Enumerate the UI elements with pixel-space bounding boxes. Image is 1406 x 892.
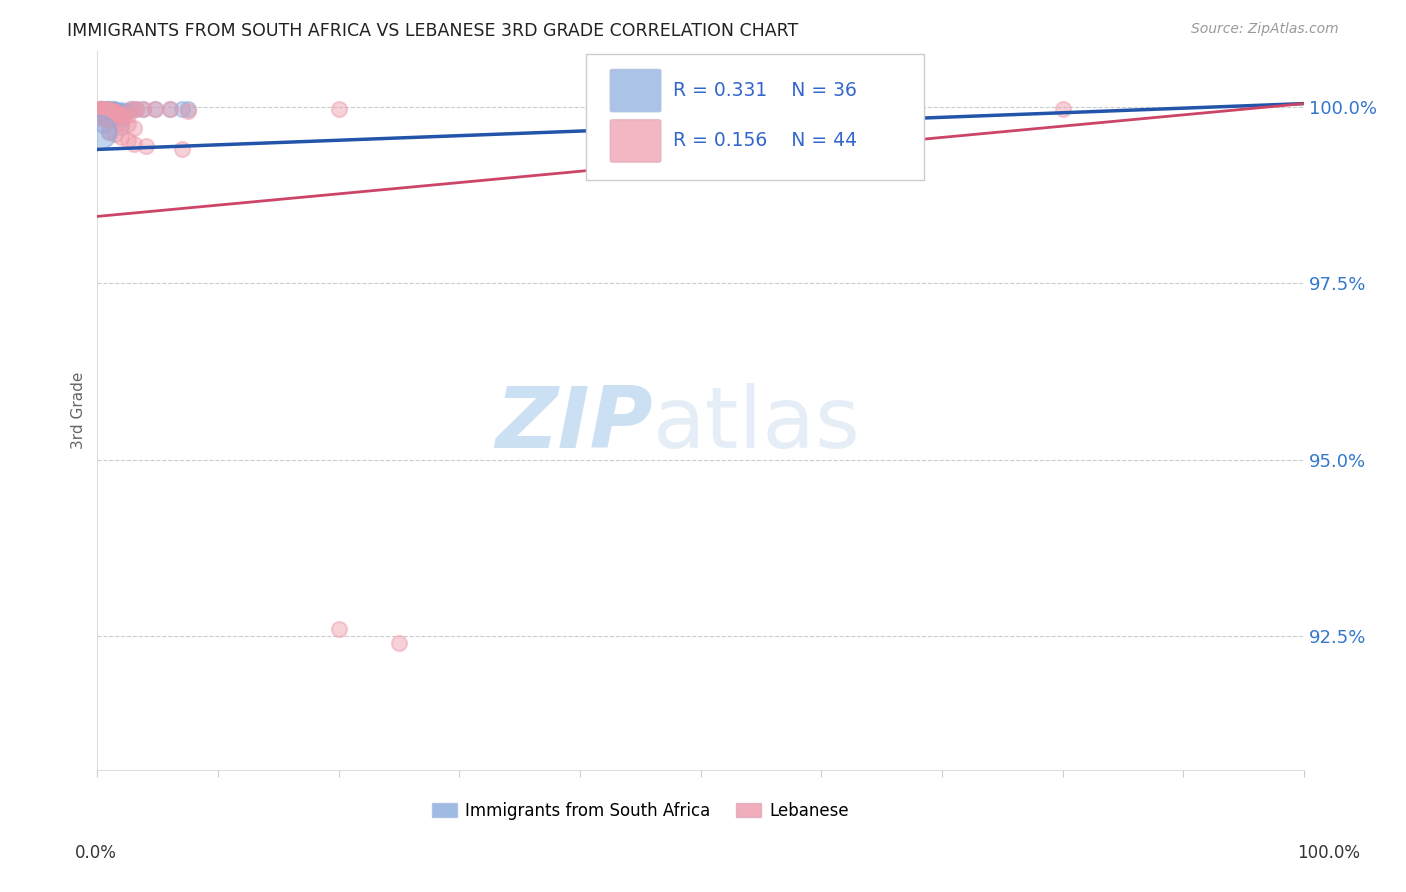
Point xyxy=(159,102,181,116)
Point xyxy=(110,120,132,134)
Point xyxy=(93,103,115,117)
Point xyxy=(96,102,118,116)
Point xyxy=(108,107,131,121)
Point xyxy=(93,103,115,117)
Point xyxy=(105,105,128,120)
Point xyxy=(87,102,110,116)
Point xyxy=(96,103,118,117)
Text: 0.0%: 0.0% xyxy=(75,844,117,862)
Point xyxy=(120,102,142,116)
Point xyxy=(125,102,148,116)
Legend: Immigrants from South Africa, Lebanese: Immigrants from South Africa, Lebanese xyxy=(426,795,855,826)
Point xyxy=(101,102,124,116)
Point xyxy=(90,102,112,116)
Point xyxy=(98,103,121,117)
Point xyxy=(110,129,132,144)
Text: R = 0.331    N = 36: R = 0.331 N = 36 xyxy=(673,81,856,100)
Point xyxy=(97,109,120,123)
Point xyxy=(328,622,350,636)
Point xyxy=(90,102,112,116)
Point xyxy=(103,102,125,116)
Point xyxy=(110,108,132,122)
Point xyxy=(90,107,112,121)
Text: atlas: atlas xyxy=(652,384,860,467)
Point xyxy=(132,102,155,116)
Point xyxy=(117,108,139,122)
Point xyxy=(135,139,157,153)
Point xyxy=(93,103,115,117)
Point xyxy=(110,115,132,129)
Point xyxy=(110,112,132,127)
Point xyxy=(93,103,115,117)
Point xyxy=(1052,102,1074,116)
Point xyxy=(104,112,127,126)
Text: Source: ZipAtlas.com: Source: ZipAtlas.com xyxy=(1191,22,1339,37)
Point xyxy=(101,104,124,119)
Text: R = 0.156    N = 44: R = 0.156 N = 44 xyxy=(673,131,858,150)
Point xyxy=(94,102,117,116)
Point xyxy=(170,102,193,116)
Point xyxy=(98,102,121,116)
Point xyxy=(104,114,127,128)
Point xyxy=(143,102,166,116)
Point xyxy=(177,103,200,118)
Point xyxy=(89,102,111,116)
Text: ZIP: ZIP xyxy=(495,384,652,467)
Point xyxy=(100,103,122,117)
Point xyxy=(91,102,114,116)
Point xyxy=(103,105,125,120)
Text: IMMIGRANTS FROM SOUTH AFRICA VS LEBANESE 3RD GRADE CORRELATION CHART: IMMIGRANTS FROM SOUTH AFRICA VS LEBANESE… xyxy=(67,22,799,40)
Point xyxy=(328,102,350,116)
Point xyxy=(170,142,193,156)
Point xyxy=(104,127,127,141)
Point xyxy=(388,636,411,650)
Point xyxy=(112,109,135,123)
Point xyxy=(104,103,127,117)
Point xyxy=(94,109,117,123)
FancyBboxPatch shape xyxy=(610,120,661,162)
Point xyxy=(132,102,155,116)
Point xyxy=(101,104,124,119)
FancyBboxPatch shape xyxy=(610,70,661,112)
Point xyxy=(98,125,121,139)
Point xyxy=(110,103,132,117)
Point xyxy=(100,103,122,117)
Point xyxy=(93,118,115,132)
Point xyxy=(93,107,115,121)
Point xyxy=(159,102,181,116)
Point xyxy=(117,132,139,146)
Y-axis label: 3rd Grade: 3rd Grade xyxy=(72,372,86,449)
Point xyxy=(89,103,111,118)
Point xyxy=(122,121,145,136)
Point xyxy=(117,117,139,131)
Point xyxy=(98,125,121,139)
Point xyxy=(94,112,117,127)
Point xyxy=(120,102,142,116)
Point xyxy=(97,103,120,118)
Point xyxy=(87,103,110,118)
Point xyxy=(94,102,117,116)
Text: 100.0%: 100.0% xyxy=(1298,844,1360,862)
Point xyxy=(117,103,139,118)
Point xyxy=(143,102,166,116)
Point xyxy=(108,103,131,118)
Point xyxy=(122,136,145,151)
FancyBboxPatch shape xyxy=(586,54,924,180)
Point xyxy=(90,111,112,125)
Point xyxy=(87,125,110,139)
Point xyxy=(125,102,148,116)
Point xyxy=(97,112,120,127)
Point xyxy=(91,102,114,116)
Point xyxy=(177,102,200,116)
Point xyxy=(97,103,120,117)
Point xyxy=(112,103,135,118)
Point xyxy=(101,110,124,124)
Point xyxy=(93,112,115,126)
Point xyxy=(101,103,124,117)
